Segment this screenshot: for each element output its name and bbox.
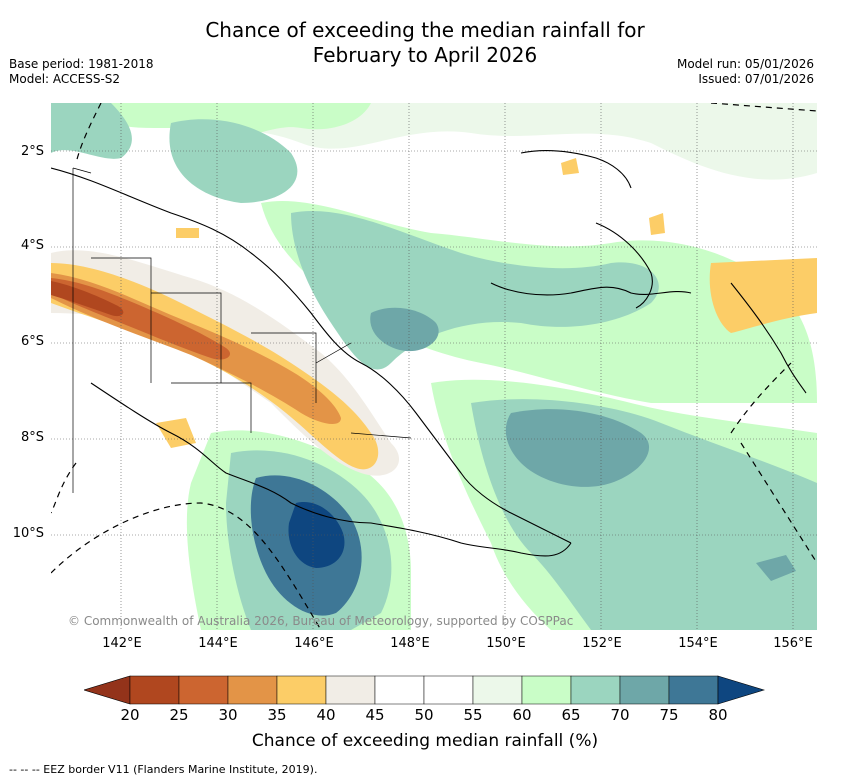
issued-text: Issued: 07/01/2026	[698, 72, 814, 86]
lon-label-154e: 154°E	[678, 636, 718, 651]
shade-dark-teal-small-east	[756, 555, 796, 581]
eez-borders	[51, 103, 817, 630]
model-text: Model: ACCESS-S2	[9, 72, 121, 86]
colorbar-tick-label: 20	[120, 706, 140, 724]
colorbar-tick-label: 65	[561, 706, 581, 724]
lat-label-4s: 4°S	[20, 238, 44, 253]
colorbar-cell	[668, 675, 719, 705]
map-canvas	[51, 103, 817, 630]
copyright-notice: © Commonwealth of Australia 2026, Bureau…	[68, 614, 574, 628]
colorbar-tick-label: 70	[610, 706, 630, 724]
colorbar-cell	[619, 675, 670, 705]
colorbar-cell	[325, 675, 376, 705]
colorbar-cell	[472, 675, 523, 705]
colorbar-tick-label: 45	[365, 706, 385, 724]
shade-orange-small-4s	[649, 213, 665, 235]
colorbar-tick-label: 30	[218, 706, 238, 724]
colorbar-low-extension	[84, 675, 131, 705]
colorbar-cell	[423, 675, 474, 705]
colorbar	[84, 675, 766, 705]
shade-orange-small-west	[176, 228, 199, 238]
lat-label-8s: 8°S	[20, 430, 44, 445]
lon-label-142e: 142°E	[102, 636, 142, 651]
colorbar-cell	[521, 675, 572, 705]
shade-orange-east	[709, 258, 817, 333]
colorbar-cell	[570, 675, 621, 705]
shade-green-north	[91, 103, 371, 136]
shade-deepest-blue	[288, 502, 345, 568]
colorbar-tick-label: 35	[267, 706, 287, 724]
lon-label-148e: 148°E	[390, 636, 430, 651]
lon-label-152e: 152°E	[582, 636, 622, 651]
province-borders	[72, 167, 412, 493]
shade-orange-small-north	[561, 158, 579, 175]
colorbar-cell	[276, 675, 327, 705]
colorbar-cells	[84, 675, 766, 705]
graticule	[51, 103, 817, 630]
lat-label-6s: 6°S	[20, 334, 44, 349]
colorbar-high-extension	[717, 675, 766, 705]
colorbar-tick-label: 25	[169, 706, 189, 724]
model-run-text: Model run: 05/01/2026	[676, 57, 814, 71]
shade-dark-teal-center	[370, 307, 439, 352]
colorbar-tick-label: 75	[659, 706, 679, 724]
eez-legend-note: -- -- -- EEZ border V11 (Flanders Marine…	[9, 763, 318, 776]
shade-teal-north-coast	[169, 119, 298, 203]
colorbar-cell	[227, 675, 278, 705]
lat-label-2s: 2°S	[20, 144, 44, 159]
title-line-2: February to April 2026	[312, 43, 538, 67]
meta-right: Model run: 05/01/2026 Issued: 07/01/2026	[677, 57, 814, 87]
colorbar-tick-label: 50	[414, 706, 434, 724]
lon-label-156e: 156°E	[773, 636, 813, 651]
shade-dark-teal-southeast	[505, 409, 650, 487]
colorbar-cell	[374, 675, 425, 705]
colorbar-tick-label: 40	[316, 706, 336, 724]
colorbar-cell	[129, 675, 180, 705]
colorbar-tick-label: 60	[512, 706, 532, 724]
map-title: Chance of exceeding the median rainfall …	[0, 18, 850, 68]
title-line-1: Chance of exceeding the median rainfall …	[205, 18, 645, 42]
coastlines	[51, 149, 807, 557]
shade-orange-southwest	[156, 418, 196, 448]
colorbar-cell	[178, 675, 229, 705]
colorbar-tick-label: 55	[463, 706, 483, 724]
base-period-text: Base period: 1981-2018	[9, 57, 154, 71]
meta-left: Base period: 1981-2018 Model: ACCESS-S2	[9, 57, 154, 87]
shade-darkest-orange-dry	[51, 281, 124, 317]
colorbar-label: Chance of exceeding median rainfall (%)	[251, 731, 599, 751]
lat-label-10s: 10°S	[12, 526, 44, 541]
lon-label-146e: 146°E	[294, 636, 334, 651]
shade-teal-northwest	[51, 103, 132, 159]
lon-label-144e: 144°E	[198, 636, 238, 651]
lon-label-150e: 150°E	[486, 636, 526, 651]
rainfall-map[interactable]	[51, 103, 817, 630]
colorbar-tick-label: 80	[708, 706, 728, 724]
